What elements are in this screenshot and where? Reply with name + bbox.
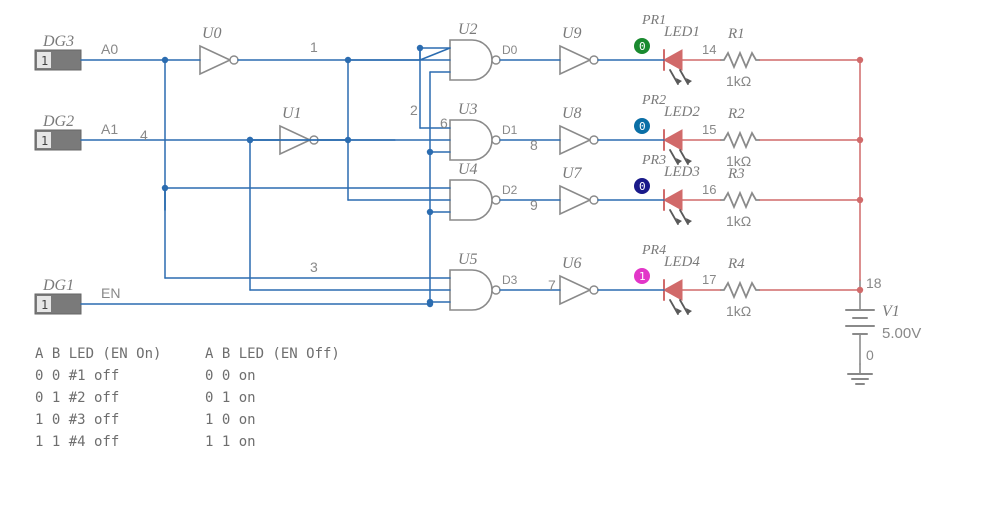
tt-right-row-1: 0 1 on: [205, 390, 256, 406]
ref-V1: V1: [882, 303, 900, 320]
netnum-3: 3: [310, 259, 318, 275]
ref-LED1: LED1: [663, 24, 700, 40]
ref-U2: U2: [458, 21, 478, 38]
ref-DG1: DG1: [42, 277, 74, 294]
net-A1: A1: [101, 121, 118, 137]
net-0: 0: [866, 347, 874, 363]
ref-U3: U3: [458, 101, 478, 118]
val-V1: 5.00V: [882, 325, 921, 342]
net-D0: D0: [502, 43, 518, 57]
ref-U1: U1: [282, 105, 302, 122]
val-R1: 1kΩ: [726, 73, 751, 89]
netnum-8: 8: [530, 137, 538, 153]
netnum-7: 7: [548, 277, 556, 293]
ref-U6: U6: [562, 255, 582, 272]
netnum-4: 4: [140, 127, 148, 143]
netnum-9: 9: [530, 197, 538, 213]
tt-left-row-1: 0 1 #2 off: [35, 390, 119, 406]
net-14: 14: [702, 42, 716, 57]
digital-value: 1: [41, 54, 48, 68]
ref-R2: R2: [727, 106, 745, 122]
ref-U5: U5: [458, 251, 478, 268]
net-D2: D2: [502, 183, 518, 197]
ref-LED3: LED3: [663, 164, 700, 180]
net-EN: EN: [101, 285, 120, 301]
tt-left-row-0: 0 0 #1 off: [35, 368, 119, 384]
net-D1: D1: [502, 123, 518, 137]
probe-PR4: PR4: [641, 243, 666, 258]
val-R3: 1kΩ: [726, 213, 751, 229]
digital-value: 1: [41, 298, 48, 312]
net-18: 18: [866, 275, 882, 291]
ref-DG3: DG3: [42, 33, 74, 50]
net-A0: A0: [101, 41, 118, 57]
tt-right-header: A B LED (EN Off): [205, 346, 340, 362]
ref-U4: U4: [458, 161, 478, 178]
tt-right-row-0: 0 0 on: [205, 368, 256, 384]
val-R4: 1kΩ: [726, 303, 751, 319]
probe-val-PR1: 0: [639, 40, 646, 53]
ref-LED2: LED2: [663, 104, 700, 120]
probe-PR2: PR2: [641, 93, 666, 108]
tt-right-row-3: 1 1 on: [205, 434, 256, 450]
tt-left-header: A B LED (EN On): [35, 346, 161, 362]
net-D3: D3: [502, 273, 518, 287]
netnum-6: 6: [440, 115, 448, 131]
ref-U0: U0: [202, 25, 222, 42]
tt-left-row-2: 1 0 #3 off: [35, 412, 119, 428]
probe-PR3: PR3: [641, 153, 666, 168]
net-15: 15: [702, 122, 716, 137]
ref-U8: U8: [562, 105, 582, 122]
ref-U9: U9: [562, 25, 582, 42]
ref-R4: R4: [727, 256, 745, 272]
probe-val-PR2: 0: [639, 120, 646, 133]
digital-value: 1: [41, 134, 48, 148]
ref-DG2: DG2: [42, 113, 74, 130]
net-16: 16: [702, 182, 716, 197]
netnum-2: 2: [410, 102, 418, 118]
ref-R3: R3: [727, 166, 745, 182]
tt-right-row-2: 1 0 on: [205, 412, 256, 428]
canvas-bg: [0, 0, 986, 509]
probe-val-PR3: 0: [639, 180, 646, 193]
net-17: 17: [702, 272, 716, 287]
ref-LED4: LED4: [663, 254, 700, 270]
netnum-1: 1: [310, 39, 318, 55]
tt-left-row-3: 1 1 #4 off: [35, 434, 119, 450]
ref-U7: U7: [562, 165, 583, 182]
ref-R1: R1: [727, 26, 745, 42]
probe-PR1: PR1: [641, 13, 666, 28]
probe-val-PR4: 1: [639, 270, 646, 283]
